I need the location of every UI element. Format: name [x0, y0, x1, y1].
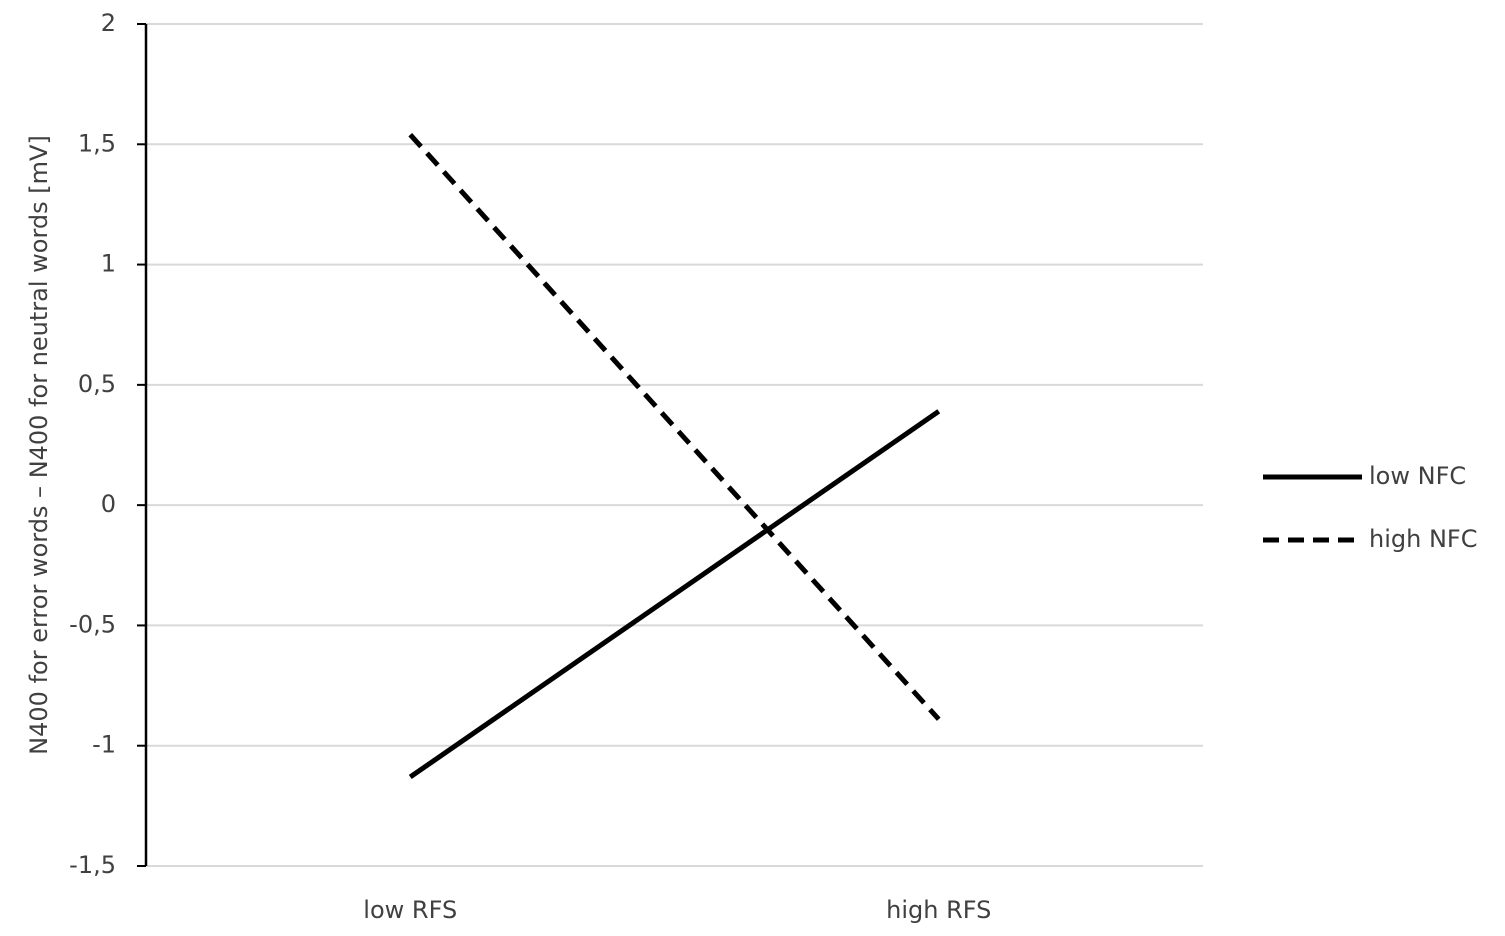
y-tick-label: -1 [92, 731, 116, 759]
legend-label: low NFC [1369, 462, 1466, 490]
series-line [408, 132, 941, 721]
series-line [408, 409, 941, 780]
x-tick-label: high RFS [886, 896, 991, 924]
legend-label: high NFC [1369, 525, 1477, 553]
y-axis-label: N400 for error words – N400 for neutral … [25, 135, 53, 755]
y-tick-label: -0,5 [69, 610, 116, 638]
y-tick-label: 0 [101, 490, 116, 518]
y-tick-label: 2 [101, 9, 116, 37]
y-tick-label: 1 [101, 250, 116, 278]
y-tick-label: -1,5 [69, 851, 116, 879]
y-tick-label: 1,5 [78, 129, 116, 157]
x-tick-label: low RFS [363, 896, 457, 924]
y-tick-label: 0,5 [78, 370, 116, 398]
